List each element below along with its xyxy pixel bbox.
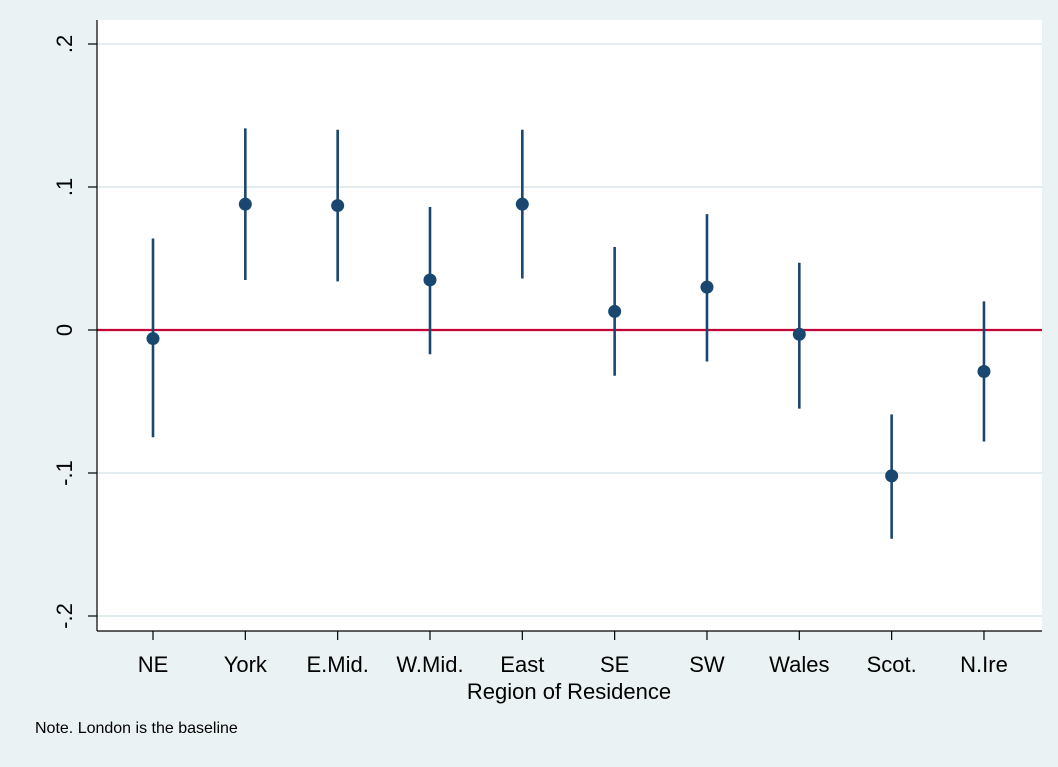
estimate-point [608, 304, 622, 318]
x-tick-label: York [224, 652, 268, 677]
y-tick-label: 0 [52, 324, 77, 336]
grid-lines [97, 43, 1042, 617]
estimate-point [146, 332, 160, 346]
x-axis-title: Region of Residence [467, 679, 671, 704]
series-estimates [146, 128, 991, 539]
y-tick-label: -.2 [52, 603, 77, 629]
estimate-point [238, 197, 252, 211]
x-tick-label: E.Mid. [306, 652, 368, 677]
note-text: Note. London is the baseline [35, 720, 238, 737]
x-tick-label: W.Mid. [396, 652, 463, 677]
x-tick-label: SW [689, 652, 725, 677]
x-tick-label: Scot. [867, 652, 917, 677]
y-tick-label: -.1 [52, 460, 77, 486]
y-ticks: -.2 -.1 0 .1 .2 [52, 35, 97, 629]
estimate-point [700, 280, 714, 294]
y-tick-label: .2 [52, 35, 77, 53]
estimate-point [792, 327, 806, 341]
y-tick-label: .1 [52, 178, 77, 196]
estimate-point [331, 199, 345, 213]
estimate-point [515, 197, 529, 211]
x-tick-label: East [500, 652, 544, 677]
plot-area [97, 20, 1042, 631]
x-tick-label: N.Ire [960, 652, 1008, 677]
x-ticks: NE York E.Mid. W.Mid. East SE SW Wales Scot. N.Ir… [138, 631, 1008, 677]
estimate-point [423, 273, 437, 287]
estimate-point [977, 364, 991, 378]
x-tick-label: Wales [769, 652, 829, 677]
x-tick-label: SE [600, 652, 629, 677]
x-tick-label: NE [138, 652, 169, 677]
estimate-point [885, 469, 899, 483]
axes [96, 20, 1042, 632]
